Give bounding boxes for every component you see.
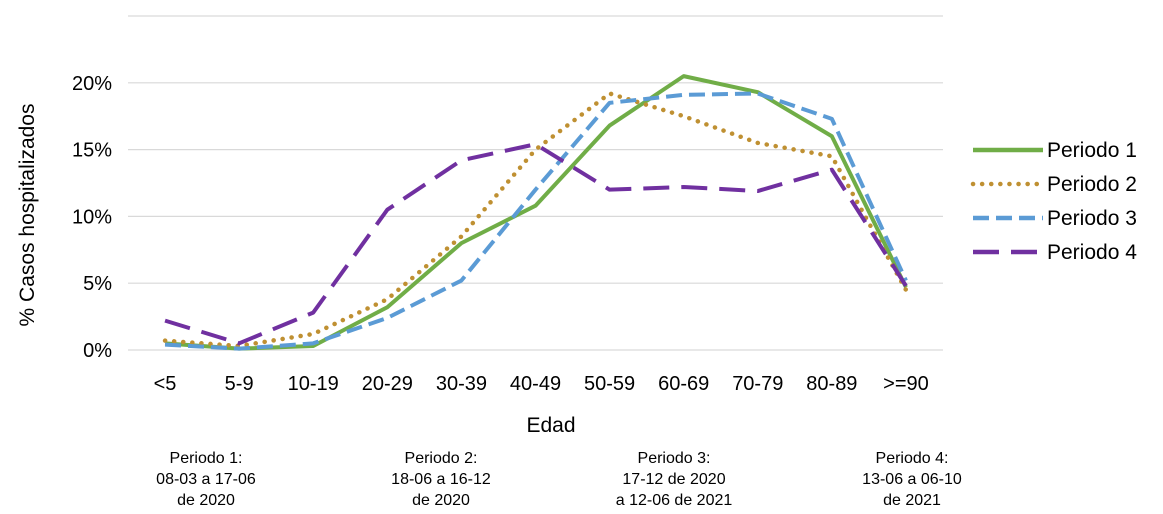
x-axis-ticks: <5 5-9 10-19 20-29 30-39 40-49 50-59 60-69 70-79… [154,373,929,395]
x-tick-label: 40-49 [510,373,561,395]
x-tick-label: 50-59 [584,373,635,395]
y-tick-label: 10% [72,206,112,228]
y-tick-label: 0% [83,340,112,362]
x-axis-title: Edad [526,414,575,437]
legend-label: Periodo 4 [1047,241,1137,264]
y-axis-title: % Casos hospitalizados [16,104,39,327]
x-tick-label: 30-39 [436,373,487,395]
period-note-line: de 2020 [412,492,470,509]
x-tick-label: <5 [154,373,177,395]
x-tick-label: 70-79 [732,373,783,395]
period-note-line: 13-06 a 06-10 [862,471,962,488]
period-notes: Periodo 1: 08-03 a 17-06 de 2020 Periodo 2:… [156,450,962,509]
y-tick-label: 5% [83,273,112,295]
y-tick-label: 20% [72,73,112,95]
series-line-periodo-1 [164,74,908,351]
period-note-line: Periodo 2: [405,450,478,467]
period-note-line: Periodo 3: [638,450,711,467]
x-tick-label: 5-9 [225,373,254,395]
x-tick-label: 80-89 [806,373,857,395]
period-note-line: 17-12 de 2020 [622,471,725,488]
series-line-periodo-2 [162,91,909,349]
y-tick-label: 15% [72,140,112,162]
legend-label: Periodo 3 [1047,207,1137,230]
legend-label: Periodo 1 [1047,139,1137,162]
x-tick-label: >=90 [883,373,929,395]
legend-label: Periodo 2 [1047,173,1137,196]
x-tick-label: 60-69 [658,373,709,395]
gridlines [128,15,943,351]
period-note-line: 08-03 a 17-06 [156,471,256,488]
period-note-line: Periodo 4: [876,450,949,467]
period-note-line: de 2020 [177,492,235,509]
period-note-line: a 12-06 de 2021 [616,492,733,509]
period-note-line: Periodo 1: [170,450,243,467]
series-line-periodo-4 [164,142,908,346]
series-lines [162,74,909,351]
period-note-line: 18-06 a 16-12 [391,471,491,488]
x-tick-label: 20-29 [362,373,413,395]
period-note-line: de 2021 [883,492,941,509]
legend: Periodo 1 Periodo 2 Periodo 3 Periodo 4 [970,139,1137,264]
y-axis-ticks: 0% 5% 10% 15% 20% [72,73,112,362]
series-line-periodo-3 [164,91,908,351]
x-tick-label: 10-19 [288,373,339,395]
